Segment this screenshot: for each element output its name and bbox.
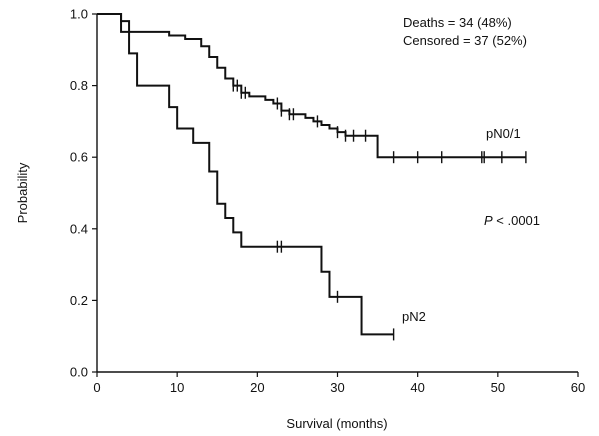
series-line-pn2: [97, 13, 394, 336]
censored-annotation: Censored = 37 (52%): [403, 33, 527, 48]
x-axis-title: Survival (months): [286, 416, 387, 431]
y-tick-label: 0.6: [70, 150, 88, 165]
x-tick-label: 50: [491, 380, 505, 395]
x-tick-label: 40: [410, 380, 424, 395]
censor-marks: [232, 79, 527, 341]
y-ticks: 0.0 0.2 0.4 0.6 0.8 1.0: [70, 7, 97, 380]
y-tick-label: 0.4: [70, 221, 88, 236]
y-tick-label: 0.2: [70, 293, 88, 308]
x-ticks: 0 10 20 30 40 50 60: [93, 372, 585, 395]
x-tick-label: 60: [571, 380, 585, 395]
series-label: pN2: [402, 309, 426, 324]
series-label: pN0/1: [486, 126, 521, 141]
survival-curves: [97, 13, 526, 336]
deaths-annotation: Deaths = 34 (48%): [403, 15, 512, 30]
y-tick-label: 0.0: [70, 365, 88, 380]
axes: [96, 14, 578, 373]
y-tick-label: 1.0: [70, 7, 88, 22]
x-tick-label: 20: [250, 380, 264, 395]
y-axis-title: Probability: [15, 162, 30, 223]
p-value-text: < .0001: [493, 213, 540, 228]
x-tick-label: 10: [170, 380, 184, 395]
x-tick-label: 30: [330, 380, 344, 395]
x-tick-label: 0: [93, 380, 100, 395]
y-tick-label: 0.8: [70, 78, 88, 93]
p-value-annotation: P < .0001: [484, 213, 540, 228]
p-value-symbol: P: [484, 213, 493, 228]
series-labels: pN0/1 pN2: [402, 126, 521, 324]
series-line-pn0-1: [97, 13, 526, 159]
